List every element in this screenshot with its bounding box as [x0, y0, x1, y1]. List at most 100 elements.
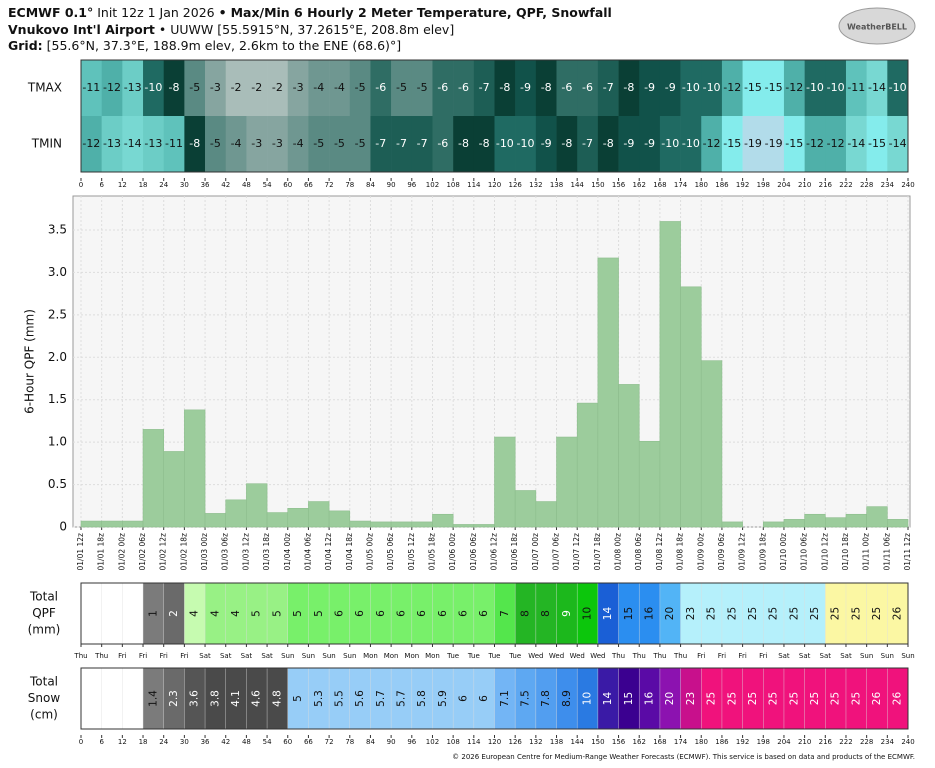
strip-cell	[825, 668, 847, 729]
strip-cell	[494, 668, 516, 729]
heat-cell	[659, 60, 681, 116]
cell-label: -2	[251, 81, 262, 94]
cell-label: 5.7	[375, 690, 387, 707]
heat-cell	[721, 60, 743, 116]
station-info: • UUWW [55.5915°N, 37.2615°E, 208.8m ele…	[159, 22, 454, 37]
cell-label: -5	[396, 81, 407, 94]
heat-cell	[535, 60, 557, 116]
cell-label: 3.6	[189, 690, 201, 707]
x-tick-label: 01/09 12z	[738, 533, 747, 571]
strip-cell	[287, 583, 309, 644]
strip-cell	[225, 583, 247, 644]
heat-cell	[225, 60, 247, 116]
day-label: Wed	[549, 652, 564, 660]
title: ECMWF 0.1° Init 12z 1 Jan 2026 • Max/Min…	[8, 5, 612, 20]
strip-cell	[639, 583, 661, 644]
strip-cell	[246, 668, 268, 729]
cell-label: 5.7	[395, 690, 407, 707]
cell-label: -8	[499, 81, 510, 94]
heat-cell	[411, 60, 433, 116]
x-tick-label: 0	[79, 738, 83, 746]
x-tick-label: 36	[201, 181, 210, 189]
cell-label: 6	[457, 695, 469, 702]
x-tick-label: 180	[695, 181, 708, 189]
heat-cell	[680, 60, 702, 116]
x-tick-label: 30	[180, 181, 189, 189]
cell-label: 25	[830, 607, 842, 620]
x-tick-label: 240	[901, 181, 914, 189]
day-label: Sun	[881, 652, 894, 660]
x-tick-label: 144	[571, 181, 585, 189]
day-label: Sat	[220, 652, 232, 660]
strip-cell	[556, 668, 578, 729]
x-tick-label: 36	[201, 738, 210, 746]
cell-label: 23	[685, 692, 697, 705]
x-tick-label: 01/04 06z	[303, 533, 312, 571]
bar	[887, 519, 909, 528]
heat-cell	[205, 116, 227, 172]
heat-cell	[287, 60, 309, 116]
cell-label: -8	[479, 137, 490, 150]
strip-cell	[701, 668, 723, 729]
x-tick-label: 6	[99, 738, 104, 746]
cell-label: -5	[210, 137, 221, 150]
x-tick-label: 72	[325, 181, 334, 189]
y-tick-label: 1.0	[48, 435, 67, 449]
x-tick-label: 156	[612, 738, 626, 746]
x-tick-label: 01/06 18z	[510, 533, 519, 571]
cell-label: -7	[603, 81, 614, 94]
cell-label: 5.5	[333, 690, 345, 707]
strip-cell	[680, 668, 702, 729]
cell-label: 16	[644, 692, 656, 706]
heat-cell	[659, 116, 681, 172]
cell-label: 5	[251, 610, 263, 617]
strip-cell	[246, 583, 268, 644]
heat-cell	[349, 116, 371, 172]
cell-label: 8.9	[561, 690, 573, 707]
row-label: Total	[29, 675, 58, 689]
cell-label: 2	[168, 610, 180, 617]
cell-label: 25	[706, 607, 718, 620]
day-label: Thu	[73, 652, 87, 660]
heat-cell	[845, 60, 867, 116]
row-label: TMAX	[27, 81, 62, 95]
heat-cell	[515, 60, 537, 116]
cell-label: 14	[602, 692, 614, 706]
cell-label: -2	[272, 81, 283, 94]
cell-label: 6	[437, 610, 449, 617]
strip-cell	[535, 668, 557, 729]
bar	[328, 510, 351, 528]
heat-cell	[763, 116, 785, 172]
heat-cell	[804, 116, 826, 172]
cell-label: 25	[809, 607, 821, 620]
day-label: Sat	[799, 652, 811, 660]
bar	[80, 520, 102, 528]
cell-label: 25	[850, 692, 862, 705]
heat-cell	[473, 60, 495, 116]
cell-label: 5	[292, 695, 304, 702]
day-label: Sun	[860, 652, 873, 660]
x-tick-label: 01/06 00z	[448, 533, 457, 571]
x-tick-label: 120	[488, 181, 501, 189]
bar	[783, 519, 805, 528]
heat-cell	[721, 116, 743, 172]
heat-cell	[597, 60, 619, 116]
cell-label: -4	[231, 137, 242, 150]
bar	[287, 508, 309, 528]
strip-cell	[721, 668, 743, 729]
day-label: Mon	[363, 652, 378, 660]
heat-cell	[432, 60, 454, 116]
heat-cell	[639, 116, 661, 172]
day-label: Thu	[673, 652, 687, 660]
heat-cell	[122, 60, 144, 116]
bar	[494, 436, 516, 528]
cell-label: -10	[682, 137, 700, 150]
cell-label: 5	[292, 610, 304, 617]
heat-cell	[81, 60, 102, 116]
cell-label: -12	[827, 137, 845, 150]
strip-cell	[267, 668, 289, 729]
heat-cell	[329, 60, 351, 116]
day-label: Tue	[446, 652, 459, 660]
day-label: Wed	[590, 652, 605, 660]
x-tick-label: 60	[283, 738, 292, 746]
